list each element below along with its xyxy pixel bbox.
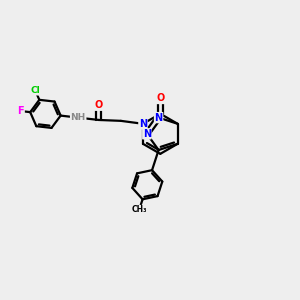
- Text: N: N: [143, 129, 151, 139]
- Text: O: O: [95, 100, 103, 110]
- Text: Cl: Cl: [30, 86, 40, 95]
- Text: F: F: [17, 106, 24, 116]
- Text: NH: NH: [70, 113, 86, 122]
- Text: N: N: [139, 119, 147, 129]
- Text: N: N: [154, 112, 163, 123]
- Text: CH₃: CH₃: [131, 206, 147, 214]
- Text: O: O: [156, 94, 164, 103]
